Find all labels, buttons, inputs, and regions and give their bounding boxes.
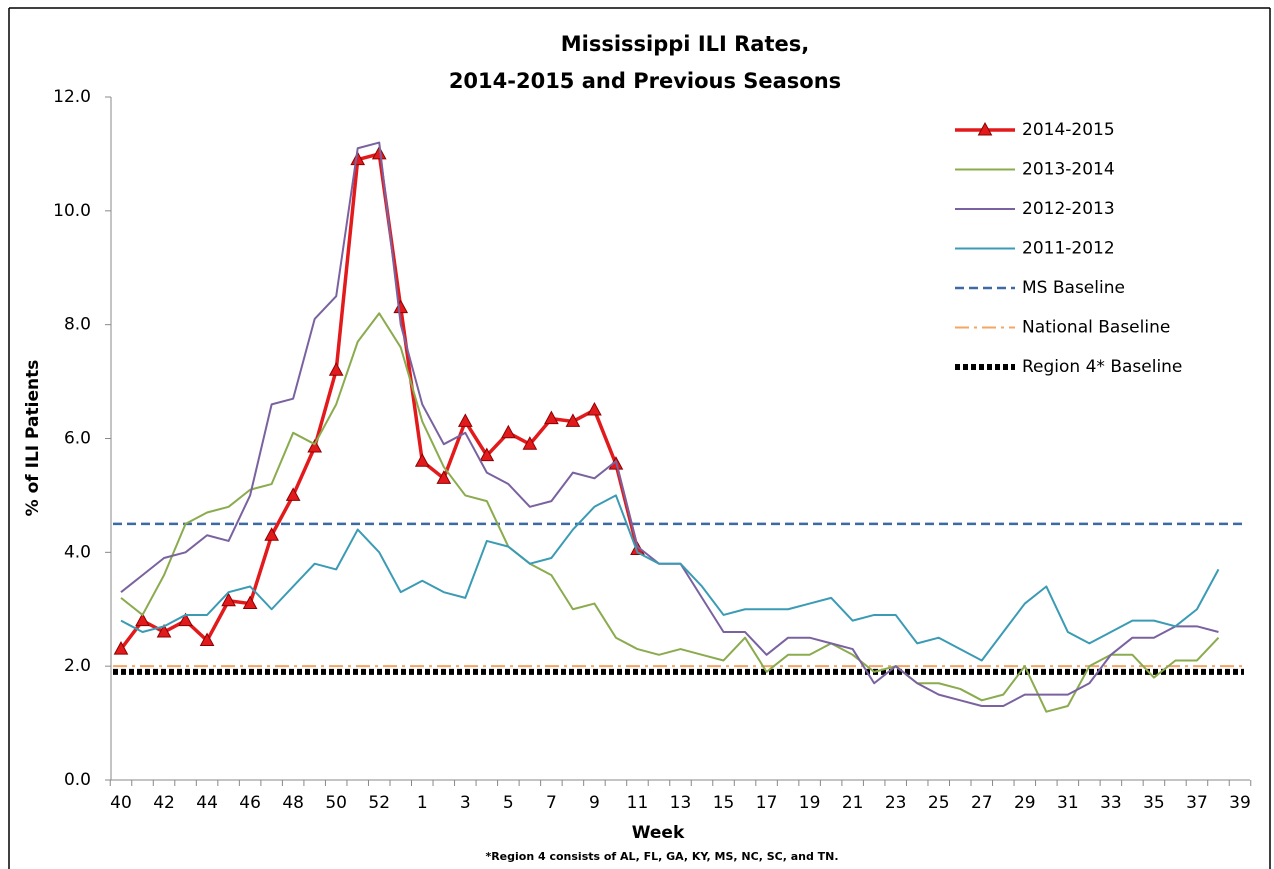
point-marker (414, 453, 430, 467)
point-marker (113, 641, 129, 655)
point-marker (199, 632, 215, 647)
x-tick-label: 17 (756, 793, 778, 813)
legend-label: National Baseline (1022, 318, 1170, 338)
legend-marker (977, 121, 993, 136)
y-tick-label: 0.0 (64, 770, 91, 790)
point-marker (156, 623, 172, 638)
point-marker (501, 424, 516, 439)
point-marker (221, 592, 236, 607)
chart-title: 2014-2015 and Previous Seasons (449, 69, 841, 93)
x-tick-label: 19 (799, 793, 821, 813)
footnote: *Region 4 consists of AL, FL, GA, KY, MS… (485, 850, 838, 863)
point-marker (565, 413, 581, 427)
x-tick-label: 13 (670, 793, 692, 813)
point-marker (307, 438, 323, 453)
x-tick-label: 5 (503, 793, 514, 813)
series-line (120, 312, 1220, 713)
x-tick-label: 9 (589, 793, 600, 813)
y-tick-label: 4.0 (64, 542, 91, 562)
y-tick-label: 2.0 (64, 656, 91, 676)
point-marker (544, 410, 559, 425)
point-marker (264, 527, 279, 541)
point-marker (522, 436, 538, 450)
point-marker (436, 470, 452, 484)
point-marker (393, 299, 409, 314)
x-axis-title: Week (632, 823, 685, 843)
x-tick-label: 3 (460, 793, 471, 813)
x-tick-label: 44 (196, 793, 218, 813)
x-tick-label: 33 (1100, 793, 1122, 813)
legend-label: Region 4* Baseline (1022, 357, 1182, 377)
x-tick-label: 7 (546, 793, 557, 813)
y-axis-title: % of ILI Patients (23, 360, 43, 517)
point-marker (457, 413, 473, 427)
x-tick-label: 15 (713, 793, 735, 813)
x-tick-label: 21 (842, 793, 864, 813)
x-tick-label: 48 (282, 793, 304, 813)
point-marker (178, 612, 193, 627)
point-marker (242, 595, 258, 610)
x-tick-label: 39 (1229, 793, 1251, 813)
x-tick-label: 27 (971, 793, 993, 813)
point-marker (371, 145, 387, 160)
y-tick-label: 8.0 (64, 315, 91, 335)
legend-label: 2012-2013 (1022, 199, 1115, 219)
x-tick-label: 11 (627, 793, 649, 813)
legend-label: 2014-2015 (1022, 120, 1115, 140)
series-line (120, 494, 1220, 662)
x-tick-label: 42 (153, 793, 175, 813)
x-tick-label: 46 (239, 793, 261, 813)
y-tick-label: 10.0 (53, 201, 91, 221)
point-marker (350, 151, 366, 166)
legend-label: MS Baseline (1022, 278, 1125, 298)
y-tick-label: 12.0 (53, 87, 91, 107)
point-marker (587, 401, 602, 416)
x-tick-label: 37 (1186, 793, 1208, 813)
point-marker (328, 362, 344, 376)
x-tick-label: 40 (110, 793, 132, 813)
legend-label: 2013-2014 (1022, 160, 1115, 180)
x-tick-label: 29 (1014, 793, 1036, 813)
chart-title: Mississippi ILI Rates, (561, 32, 809, 56)
x-tick-label: 1 (417, 793, 428, 813)
y-tick-label: 6.0 (64, 429, 91, 449)
x-tick-label: 52 (368, 793, 390, 813)
point-marker (285, 487, 301, 501)
point-marker (479, 447, 495, 462)
point-marker (135, 612, 150, 627)
x-tick-label: 50 (325, 793, 347, 813)
x-tick-label: 25 (928, 793, 950, 813)
x-tick-label: 31 (1057, 793, 1079, 813)
legend-label: 2011-2012 (1022, 239, 1115, 259)
x-tick-label: 23 (885, 793, 907, 813)
x-tick-label: 35 (1143, 793, 1165, 813)
